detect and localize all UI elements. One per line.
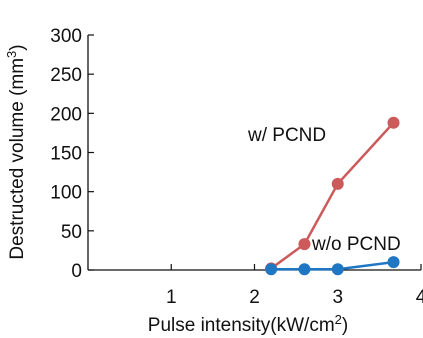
y-tick-label: 200 <box>50 104 82 125</box>
data-point-w-o-pcnd <box>387 256 400 269</box>
x-tick-label: 3 <box>332 287 343 308</box>
y-tick-label: 0 <box>71 261 82 282</box>
y-tick-label: 300 <box>50 26 82 47</box>
series-group <box>265 116 400 276</box>
y-axis-title: Destructed volume (mm3) <box>4 44 28 259</box>
series-label-w-pcnd: w/ PCND <box>247 125 326 146</box>
series-line-w-o-pcnd <box>271 260 394 271</box>
y-tick-label: 150 <box>50 144 82 165</box>
data-point-w-o-pcnd <box>265 263 278 276</box>
series-line-w-pcnd <box>270 121 395 270</box>
x-tick-label: 4 <box>416 287 423 308</box>
data-point-w-o-pcnd <box>331 263 344 276</box>
x-tick-label: 2 <box>249 287 260 308</box>
y-tick-label: 100 <box>50 183 82 204</box>
x-axis-title: Pulse intensity(kW/cm2) <box>148 312 348 336</box>
series-label-wo-pcnd: w/o PCND <box>311 234 401 255</box>
series-labels: w/ PCND w/o PCND <box>247 125 401 255</box>
x-tick-label: 1 <box>166 287 177 308</box>
y-tick-label: 50 <box>61 222 82 243</box>
y-tick-label: 250 <box>50 65 82 86</box>
data-point-w-pcnd <box>331 177 344 190</box>
data-point-w-o-pcnd <box>298 263 311 276</box>
data-point-w-pcnd <box>387 116 400 129</box>
data-point-w-pcnd <box>298 238 311 251</box>
